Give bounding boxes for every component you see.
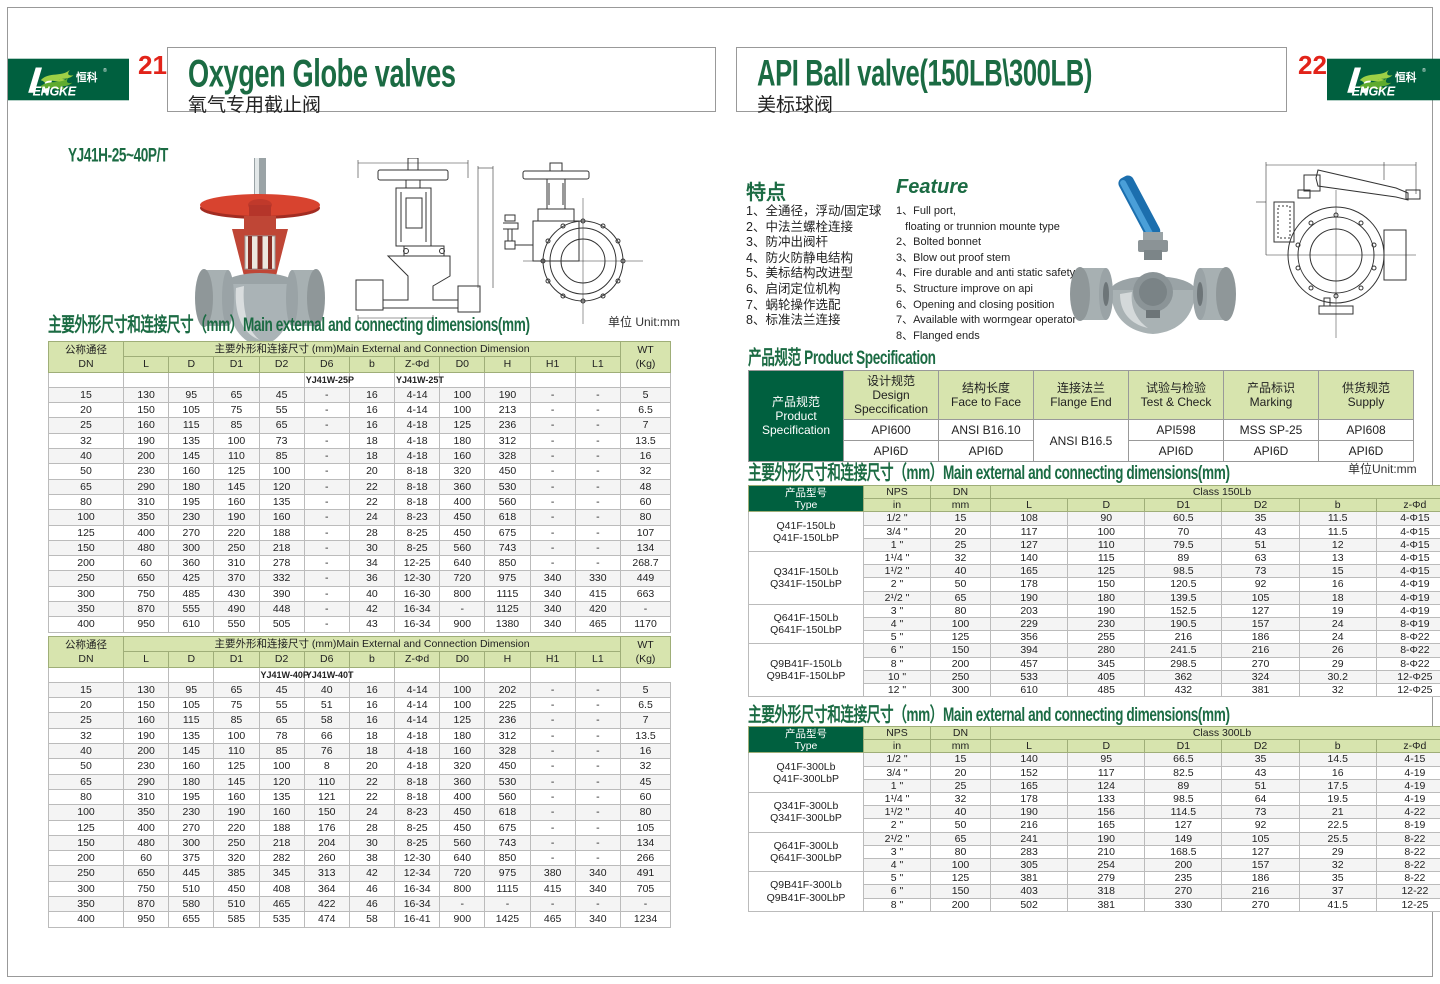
svg-text:ENGKE: ENGKE (1352, 84, 1396, 98)
svg-text:®: ® (1422, 66, 1426, 73)
svg-text:ENGKE: ENGKE (33, 84, 77, 98)
svg-text:恒科: 恒科 (76, 70, 98, 83)
svg-text:®: ® (103, 66, 107, 73)
svg-text:恒科: 恒科 (1395, 70, 1417, 83)
